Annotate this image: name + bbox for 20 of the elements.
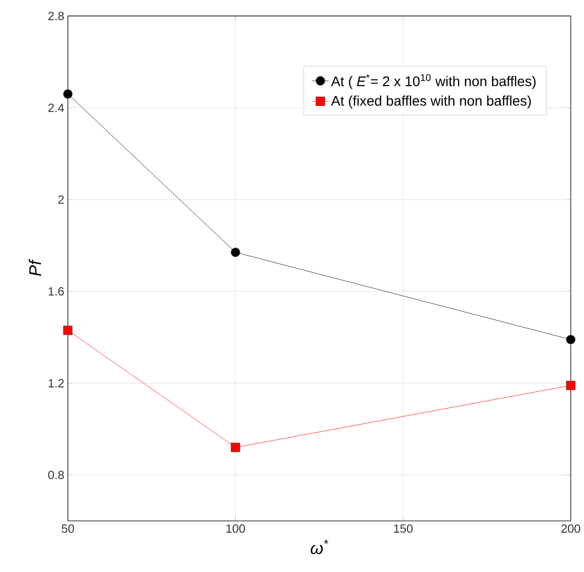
x-tick-label: 200 [561,524,580,533]
y-axis-title: Pf [28,259,41,276]
point [230,442,240,452]
point [230,248,240,258]
x-tick-label: 50 [62,524,74,533]
y-tick-label: 0.8 [48,470,64,480]
point [63,326,73,336]
y-tick-label: 2.8 [48,12,64,20]
point [63,89,73,99]
y-tick-label: 2.4 [48,104,64,112]
y-tick-label: 2 [58,196,64,204]
legend-label: At (fixed baffles with non baffles) [331,96,531,109]
x-axis-title: ω$^{*}$ [310,540,328,554]
x-tick-label: 150 [394,524,413,533]
y-tick-label: 1.6 [48,287,64,296]
point [566,335,576,344]
y-tick-label: 1.2 [48,379,64,388]
legend-label: At ( E$^{*}$= 2 x 10$^{10}$ with non baffles) [331,74,536,90]
point [566,380,576,390]
x-tick-label: 100 [226,524,245,533]
